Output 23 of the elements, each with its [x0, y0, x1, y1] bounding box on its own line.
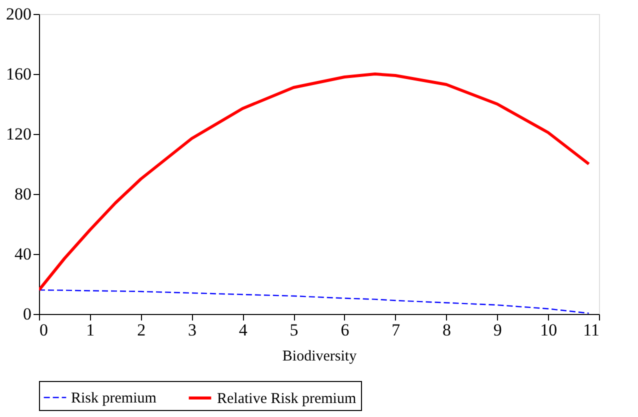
y-tick-label: 80: [14, 184, 32, 204]
x-tick-label: 9: [493, 320, 502, 340]
x-axis-title: Biodiversity: [282, 348, 358, 364]
y-tick-label: 0: [23, 304, 32, 324]
x-tick-label: 7: [392, 320, 401, 340]
y-tick-label: 200: [6, 4, 32, 24]
x-tick-label: 11: [583, 320, 600, 340]
x-tick-label: 8: [442, 320, 452, 340]
x-tick-label: 4: [238, 320, 248, 340]
line-series: [39, 289, 590, 314]
x-tick-label: 1: [86, 320, 95, 340]
x-tick-label: 3: [188, 320, 196, 340]
y-tick-label: 40: [14, 244, 32, 264]
x-tick-label: 10: [540, 320, 558, 340]
x-tick-label: 0: [40, 320, 48, 340]
y-tick-label: 120: [6, 124, 32, 144]
line-series: [39, 72, 590, 292]
legend-label: Relative Risk premium: [217, 391, 356, 407]
x-tick-label: 2: [137, 320, 146, 340]
x-tick-label: 6: [340, 320, 350, 340]
x-tick-label: 5: [290, 320, 298, 340]
legend-label: Risk premium: [71, 390, 157, 406]
y-tick-label: 160: [6, 64, 32, 84]
